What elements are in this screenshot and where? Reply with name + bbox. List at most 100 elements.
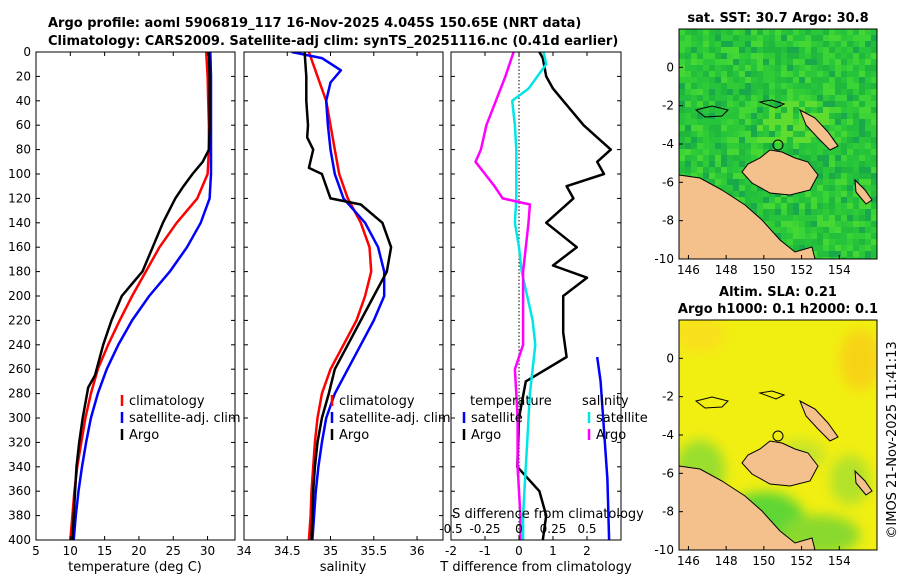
sst-cell [763,77,769,83]
sst-cell [847,221,853,227]
sst-cell [811,155,817,161]
sst-cell [679,149,685,155]
sst-cell [721,77,727,83]
sst-cell [781,53,787,59]
sst-cell [685,41,691,47]
sst-cell [691,155,697,161]
s-tick-label: 0.5 [577,522,596,536]
sst-cell [697,65,703,71]
sst-cell [745,179,751,185]
s-tick-label: 0 [515,522,523,536]
sst-cell [865,77,871,83]
sst-cell [745,89,751,95]
sst-cell [871,59,877,65]
sst-cell [841,41,847,47]
sst-cell [733,185,739,191]
sst-cell [829,221,835,227]
sst-cell [859,239,865,245]
sst-cell [757,143,763,149]
sst-cell [811,137,817,143]
sst-cell [871,257,877,259]
sst-cell [769,107,775,113]
sst-cell [685,71,691,77]
sst-cell [703,89,709,95]
sst-cell [781,239,787,245]
sst-cell [739,77,745,83]
sst-cell [727,107,733,113]
sst-cell [805,107,811,113]
sst-cell [781,209,787,215]
sst-cell [871,203,877,209]
sst-cell [715,83,721,89]
series-line-t-satellite [595,356,611,540]
sst-cell [841,209,847,215]
sst-cell [793,149,799,155]
sst-cell [847,119,853,125]
new-britain-land [741,440,819,487]
sst-cell [685,119,691,125]
sst-cell [841,65,847,71]
sst-cell [679,125,685,131]
sst-cell [847,227,853,233]
sst-cell [745,77,751,83]
sst-cell [775,131,781,137]
y-tick-label: 340 [8,460,31,474]
sst-cell [829,107,835,113]
sst-cell [793,65,799,71]
sst-cell [709,101,715,107]
sst-cell [853,221,859,227]
sst-cell [739,173,745,179]
sst-cell [835,257,841,259]
sst-cell [871,83,877,89]
sst-cell [691,95,697,101]
sst-cell [757,83,763,89]
sst-cell [823,113,829,119]
sst-cell [835,29,841,35]
sst-cell [691,29,697,35]
sst-cell [799,53,805,59]
sst-cell [817,119,823,125]
map-x-tick-label: 146 [677,263,700,277]
sst-cell [775,71,781,77]
x-tick-label: 35 [323,544,338,558]
sst-cell [739,197,745,203]
sst-cell [745,191,751,197]
sst-cell [691,59,697,65]
salinity-panel: 34 34.5 35 35.5 36 salinity climatology sate… [236,51,451,575]
legend-climatology-label: climatology [129,394,205,409]
sst-cell [823,77,829,83]
sst-cell [823,203,829,209]
sst-cell [745,203,751,209]
y-tick-label: 80 [16,143,31,157]
sst-cell [679,47,685,53]
sst-cell [739,155,745,161]
legend-satellite-label: satellite-adj. clim [339,411,451,426]
sst-cell [871,227,877,233]
sst-cell [721,137,727,143]
sst-cell [835,245,841,251]
sst-cell [709,161,715,167]
y-tick-label: 20 [16,69,31,83]
sst-cell [787,65,793,71]
sst-cell [859,95,865,101]
sst-cell [721,89,727,95]
sst-cell [799,47,805,53]
sst-cell [697,41,703,47]
sst-cell [715,65,721,71]
y-tick-label: 180 [8,265,31,279]
legend-argo-label: Argo [129,428,159,443]
sst-cell [703,71,709,77]
sst-cell [865,209,871,215]
sst-cell [715,41,721,47]
sst-cell [841,113,847,119]
sst-cell [865,137,871,143]
series-line-s-argo [474,52,532,540]
salinity-ticks: 34 34.5 35 35.5 36 [236,51,443,558]
sst-cell [817,95,823,101]
sst-cell [775,53,781,59]
sst-cell [703,29,709,35]
sst-cell [847,149,853,155]
sst-cell [715,137,721,143]
sst-cell [679,137,685,143]
sst-cell [703,59,709,65]
